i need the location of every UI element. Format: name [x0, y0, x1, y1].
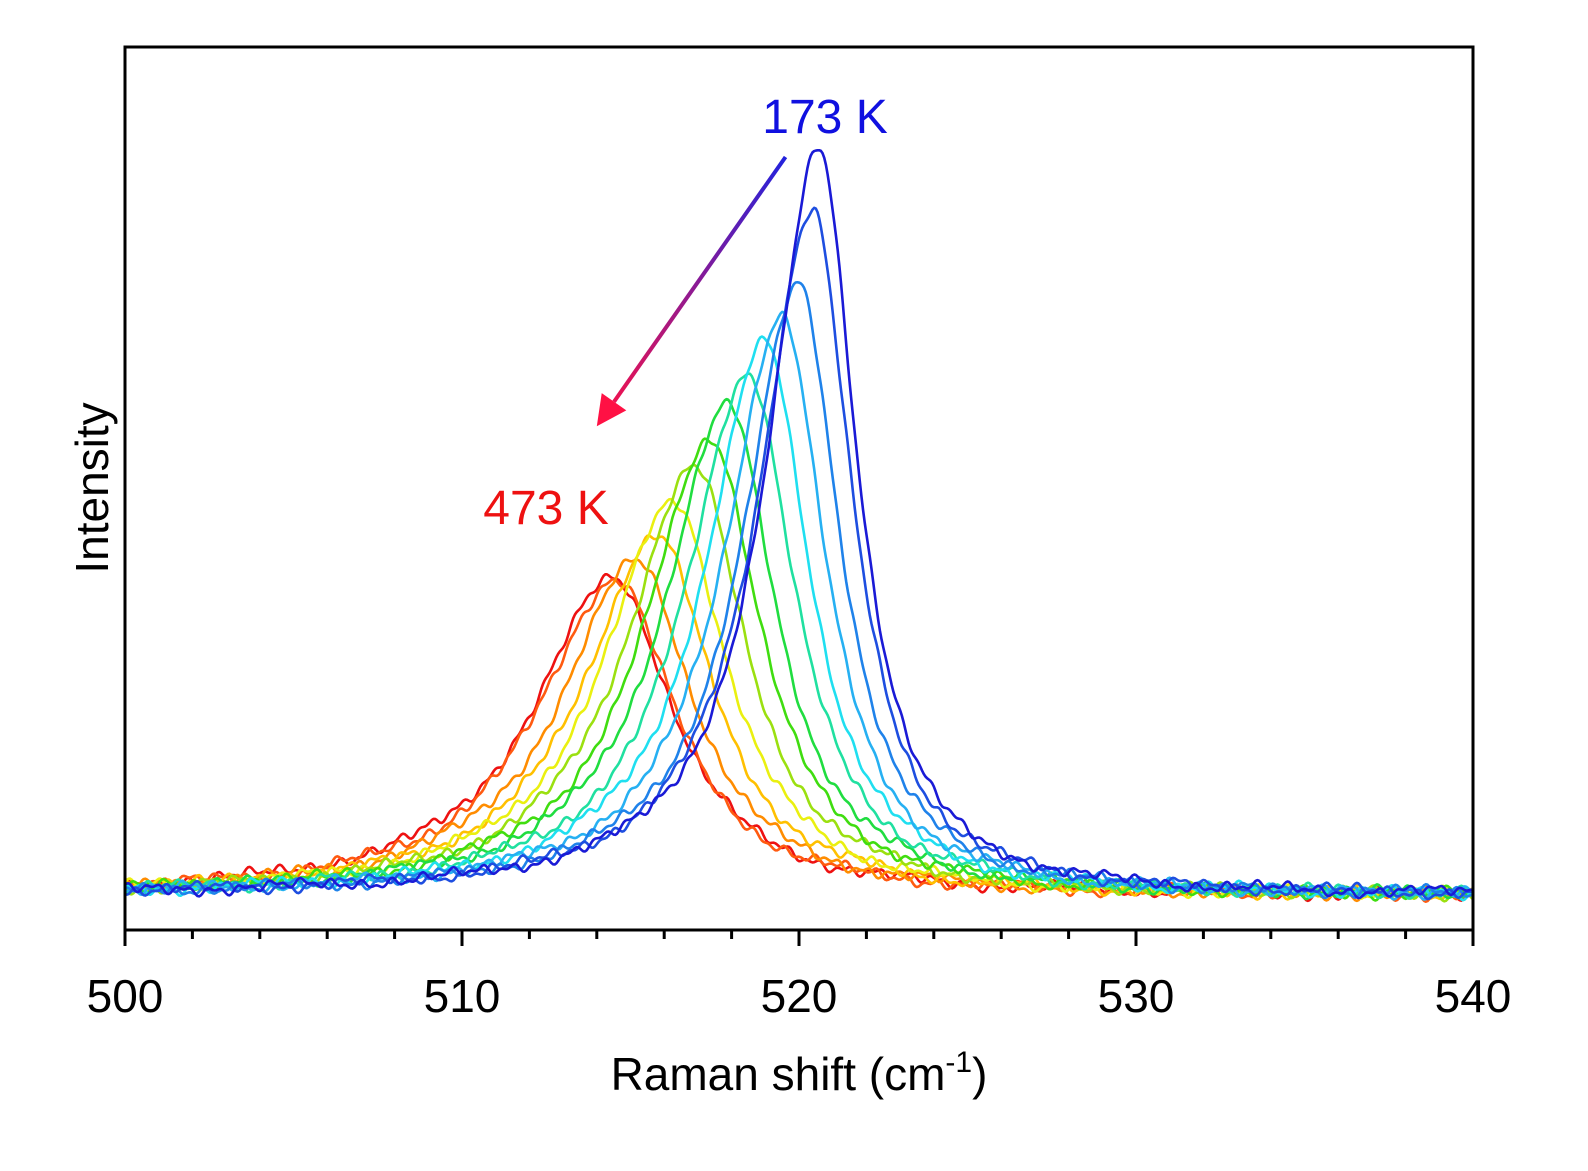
x-tick-label: 520 — [761, 970, 838, 1022]
x-axis-label: Raman shift (cm-1) — [611, 1046, 988, 1100]
arrow-shaft — [612, 155, 788, 403]
x-tick-label: 510 — [424, 970, 501, 1022]
annotation-173k: 173 K — [762, 91, 887, 144]
spectrum-353k — [123, 497, 1474, 901]
x-axis-label-superscript: -1 — [945, 1046, 972, 1079]
spectrum-393k — [124, 558, 1474, 903]
series-layer — [123, 148, 1475, 903]
spectrum-173k — [124, 148, 1474, 900]
spectrum-333k — [123, 463, 1474, 903]
spectrum-273k — [124, 372, 1474, 900]
arrow-head — [596, 393, 627, 427]
spectrum-413k — [124, 577, 1474, 903]
temperature-arrow — [596, 155, 788, 427]
x-axis-label-close: ) — [972, 1048, 987, 1100]
x-axis-label-main: Raman shift (cm — [611, 1048, 946, 1100]
spectrum-213k — [124, 280, 1474, 900]
plot-frame — [123, 45, 1475, 932]
spectrum-473k — [124, 573, 1474, 903]
x-axis-ticks: 500 510 520 530 540 — [87, 930, 1512, 1022]
spectrum-293k — [124, 397, 1475, 901]
y-axis-label: Intensity — [66, 402, 118, 573]
x-tick-label: 530 — [1098, 970, 1175, 1022]
x-tick-label: 500 — [87, 970, 164, 1022]
annotation-473k: 473 K — [483, 482, 608, 535]
x-tick-label: 540 — [1435, 970, 1512, 1022]
spectrum-193k — [124, 206, 1474, 901]
